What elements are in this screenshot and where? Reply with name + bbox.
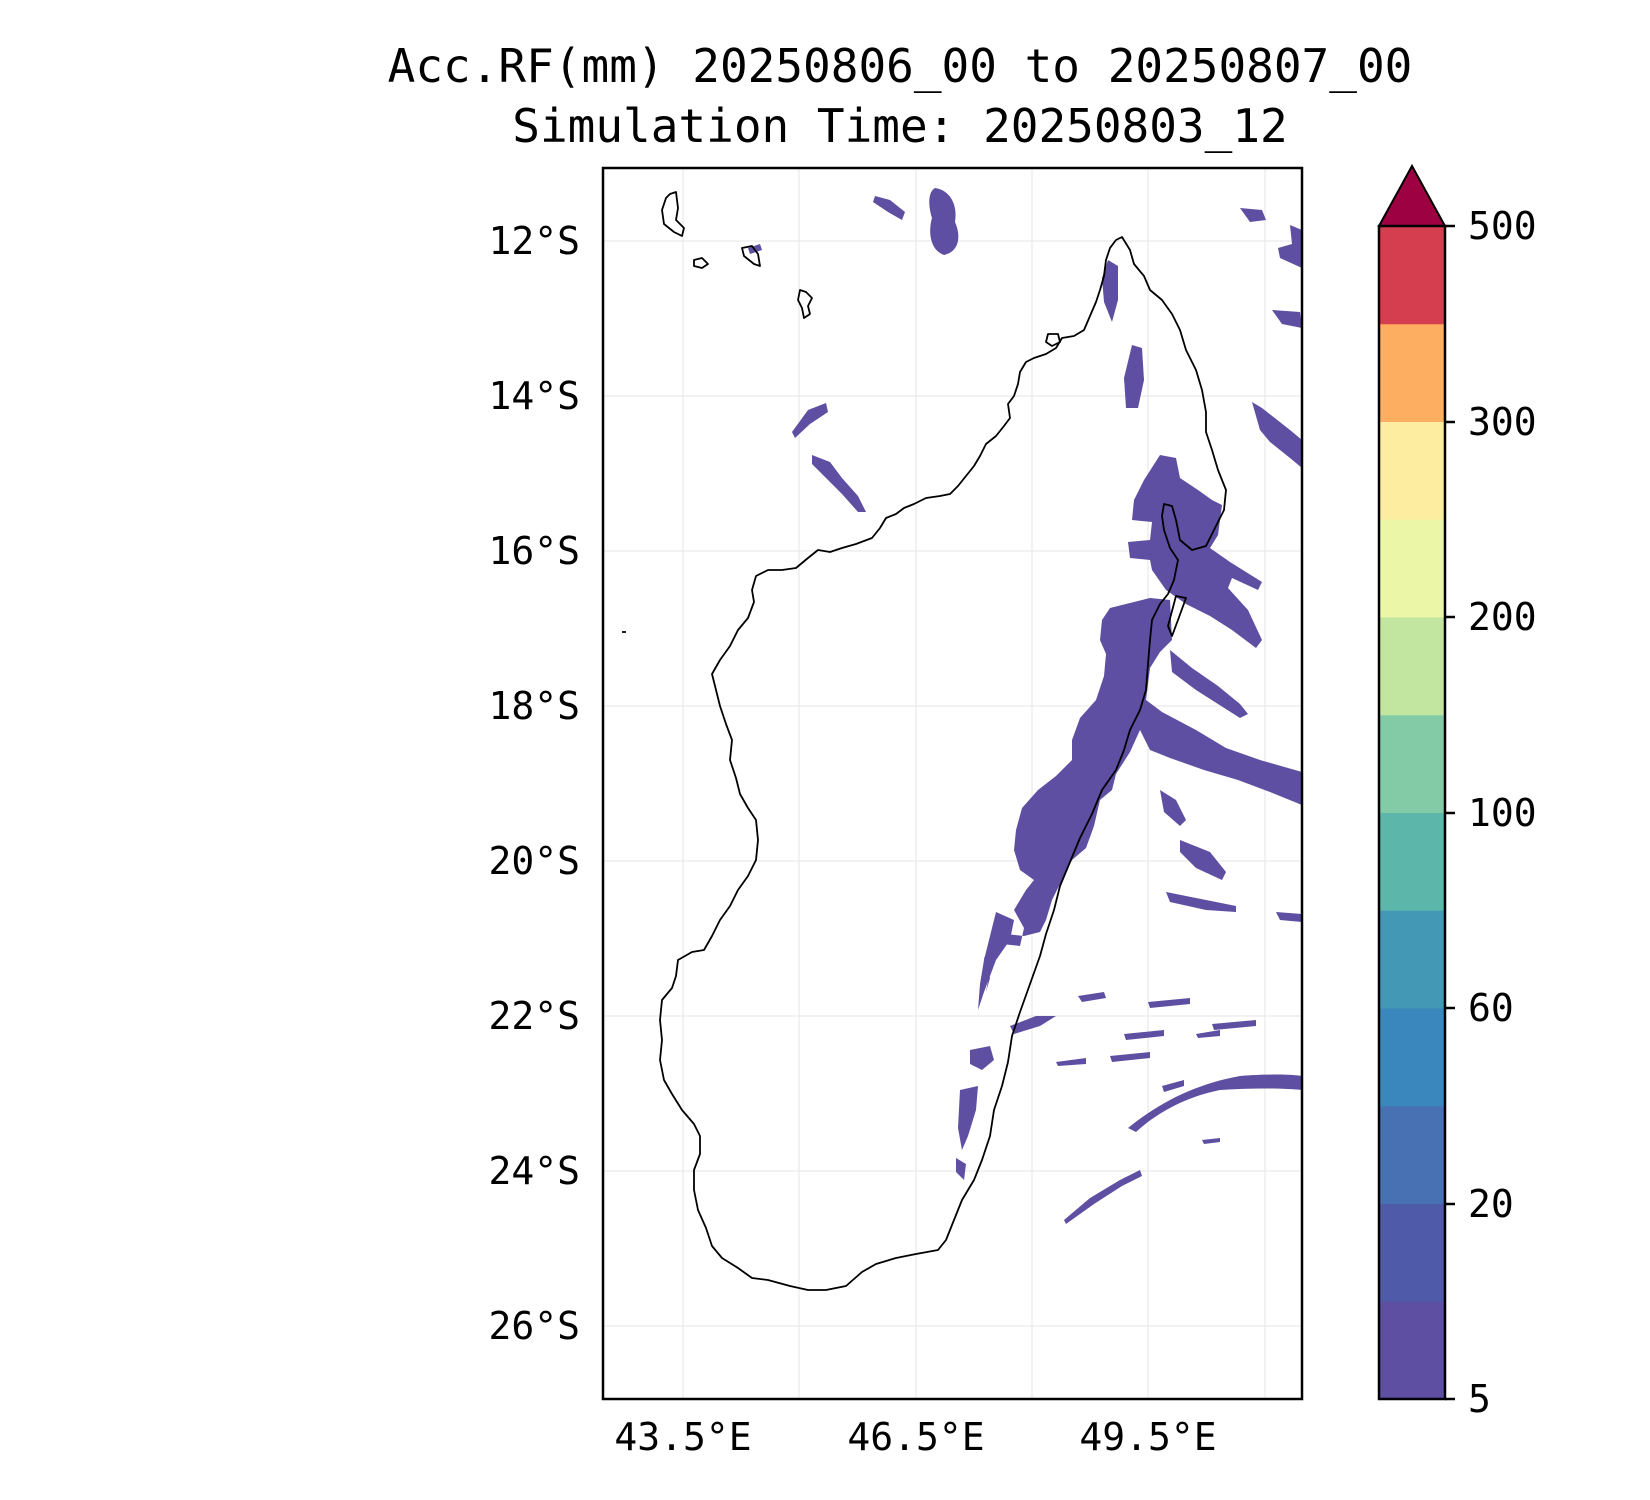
rain-patch-ne-corner [1240,208,1266,222]
rain-patch-south-coast-4 [956,1158,966,1180]
rain-patch-south-band-6 [1162,1080,1184,1092]
rain-patch-north-sea-2 [873,196,905,220]
coastline [622,191,1227,1291]
colorbar-tick-label: 5 [1468,1377,1491,1421]
colorbar-segment [1379,812,1445,911]
colorbar-segments [1379,226,1445,1400]
rain-patch-south-arc [1128,1074,1302,1132]
rain-patch-north-tip [1102,260,1118,322]
lon-tick-label: 43.5°E [614,1415,751,1459]
lat-tick-label: 12°S [488,219,580,263]
rain-patch-south-coast-1 [978,912,1014,1010]
colorbar-segment [1379,226,1445,325]
colorbar-segment [1379,421,1445,520]
colorbar-tick-label: 300 [1468,400,1537,444]
rain-patch-ne-corner-3 [1272,310,1302,328]
colorbar-segment [1379,323,1445,422]
colorbar-tick-label: 100 [1468,791,1537,835]
colorbar-segment [1379,1301,1445,1400]
rain-patch-far-east [1276,912,1302,922]
colorbar-ticks [1445,224,1455,1401]
rain-patch-south-band-3 [1124,1030,1164,1040]
rain-patch-north-coast [1124,345,1144,408]
latitude-axis: 12°S 14°S 16°S 18°S 20°S 22°S 24°S 26°S [488,219,580,1348]
colorbar-labels: 5 20 60 100 200 300 500 [1468,204,1537,1421]
map-frame [601,166,1304,1401]
rain-patch-east-band-2 [1160,790,1186,826]
colorbar-segment [1379,1203,1445,1302]
lat-tick-label: 18°S [488,684,580,728]
colorbar-tick-label: 60 [1468,986,1514,1030]
rain-patch-ne-corner-2 [1278,225,1302,268]
comoros-moheli [693,257,709,269]
rain-patch-south-small [1202,1138,1220,1144]
rain-patch-east-band-4 [1166,892,1236,912]
colorbar-extend-arrow [1377,163,1447,227]
lat-tick-label: 24°S [488,1149,580,1193]
lon-tick-label: 46.5°E [847,1415,984,1459]
map-title-line-1: Acc.RF(mm) 20250806_00 to 20250807_00 [387,39,1413,93]
lat-tick-label: 16°S [488,529,580,573]
colorbar-tick-label: 500 [1468,204,1537,248]
rain-patch-northeast-main [1128,455,1262,648]
lat-tick-label: 20°S [488,839,580,883]
madagascar-coastline [659,236,1227,1291]
rain-patch-west-sea-1 [792,403,828,438]
rain-patch-south-band-7 [1110,1052,1150,1062]
east-island-coastline [1167,595,1187,637]
rain-patch-south-coast-2 [970,1046,994,1070]
gridlines [603,168,1302,1399]
map-title-line-2: Simulation Time: 20250803_12 [512,99,1288,153]
precipitation-areas [748,188,1302,1224]
colorbar-segment [1379,519,1445,618]
colorbar: 5 20 60 100 200 300 500 [1377,163,1537,1421]
rain-patch-west-sea-2 [812,455,866,512]
longitude-axis: 43.5°E 46.5°E 49.5°E [614,1415,1216,1459]
colorbar-segment [1379,617,1445,716]
lon-tick-label: 49.5°E [1079,1415,1216,1459]
colorbar-segment [1379,1105,1445,1204]
rain-patch-south-coast-3 [958,1086,978,1150]
comoros-grande-comore [661,191,685,237]
rain-patch-south-band-4 [1196,1030,1220,1038]
rain-patch-east-sea [1252,402,1302,468]
rain-patch-south-band-8 [1056,1058,1086,1066]
lat-tick-label: 26°S [488,1304,580,1348]
comoros-anjouan [741,245,761,267]
lat-tick-label: 14°S [488,374,580,418]
nosy-be [1045,333,1061,347]
colorbar-tick-label: 200 [1468,595,1537,639]
rain-patch-south-dotted [1064,1170,1142,1224]
rain-patch-north-sea [929,188,959,255]
lat-tick-label: 22°S [488,994,580,1038]
colorbar-segment [1379,1008,1445,1107]
rain-patch-east-band-1 [1170,650,1248,718]
rain-patch-south-band-2 [1078,992,1106,1002]
comoros-mayotte [797,289,813,319]
rain-patch-south-band-1 [1010,1016,1056,1034]
colorbar-tick-label: 20 [1468,1182,1514,1226]
rain-patch-east-central [984,598,1302,992]
rain-patch-south-band-5 [1212,1020,1256,1030]
map-panel: 12°S 14°S 16°S 18°S 20°S 22°S 24°S 26°S … [488,166,1304,1459]
rain-patch-south-band-9 [1148,998,1190,1008]
rain-patch-east-band-3 [1180,840,1226,880]
colorbar-segment [1379,714,1445,813]
colorbar-segment [1379,910,1445,1009]
